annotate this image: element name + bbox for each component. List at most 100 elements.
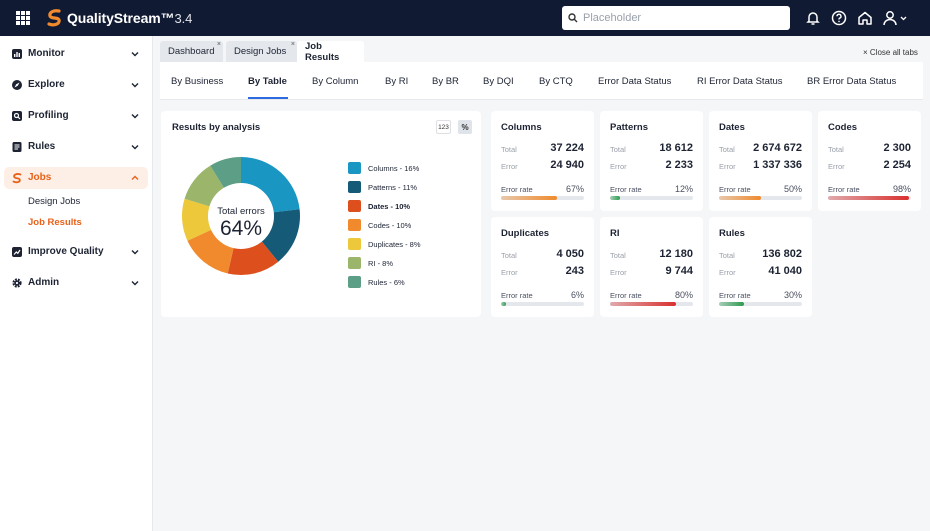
error-label: Error — [501, 268, 518, 277]
donut-slice[interactable] — [184, 165, 224, 207]
stat-card-duplicates[interactable]: Duplicates Total 4 050 Error 243 Error rate 6% — [491, 217, 594, 317]
subtab-by-table[interactable]: By Table — [248, 76, 287, 87]
error-value: 1 337 336 — [753, 159, 802, 171]
error-value: 243 — [565, 265, 584, 277]
chevron-down-icon[interactable] — [130, 142, 140, 152]
sidebar-item-rules[interactable]: Rules — [4, 136, 148, 158]
sidebar-subitem-job-results[interactable]: Job Results — [28, 217, 82, 228]
grid-icon[interactable] — [16, 11, 30, 25]
sidebar-item-jobs[interactable]: Jobs — [4, 167, 148, 189]
legend-swatch — [348, 257, 361, 269]
subtab-by-ri[interactable]: By RI — [385, 76, 409, 87]
subtab-error-data-status[interactable]: Error Data Status — [598, 76, 672, 87]
stat-card-dates[interactable]: Dates Total 2 674 672 Error 1 337 336 Error r… — [709, 111, 812, 211]
donut-slice[interactable] — [187, 229, 234, 274]
donut-slice[interactable] — [210, 157, 241, 188]
tab-design-jobs[interactable]: Design Jobs × — [226, 41, 297, 62]
chevron-down-icon[interactable] — [130, 247, 140, 257]
top-bar: QualityStream™3.4 — [0, 0, 930, 36]
total-label: Total — [828, 145, 844, 154]
search-box[interactable] — [562, 6, 790, 30]
close-all-tabs-button[interactable]: × Close all tabs — [863, 48, 918, 57]
total-value: 4 050 — [556, 248, 584, 260]
total-value: 136 802 — [762, 248, 802, 260]
sidebar-item-admin[interactable]: Admin — [4, 272, 148, 294]
tab-label: Dashboard — [168, 46, 215, 57]
subtab-by-dqi[interactable]: By DQI — [483, 76, 514, 87]
legend-label: Patterns - 11% — [368, 182, 418, 192]
stat-card-rules[interactable]: Rules Total 136 802 Error 41 040 Error rate 30… — [709, 217, 812, 317]
stat-card-title: Dates — [719, 122, 745, 133]
donut-center-value: 64% — [219, 217, 263, 240]
sidebar-item-label: Profiling — [28, 110, 69, 121]
tab-job-results[interactable]: Job Results — [297, 41, 364, 63]
error-label: Error — [610, 268, 627, 277]
error-rate-label: Error rate — [828, 185, 860, 194]
bell-icon[interactable] — [804, 9, 822, 27]
close-all-label: Close all tabs — [869, 48, 918, 57]
chevron-up-icon[interactable] — [130, 173, 140, 183]
brand-title: QualityStream™3.4 — [67, 10, 192, 26]
subtab-ri-error-data-status[interactable]: RI Error Data Status — [697, 76, 783, 87]
chevron-down-icon[interactable] — [130, 278, 140, 288]
legend-swatch — [348, 162, 361, 174]
error-rate-fill — [610, 196, 620, 200]
sidebar-item-improve-quality[interactable]: Improve Quality — [4, 241, 148, 263]
sidebar-item-explore[interactable]: Explore — [4, 74, 148, 96]
subtab-br-error-data-status[interactable]: BR Error Data Status — [807, 76, 897, 87]
stat-card-patterns[interactable]: Patterns Total 18 612 Error 2 233 Error rate 1… — [600, 111, 703, 211]
donut-slice[interactable] — [182, 198, 212, 241]
sidebar-item-profiling[interactable]: Profiling — [4, 105, 148, 127]
error-rate-value: 6% — [570, 290, 584, 300]
user-icon[interactable] — [882, 9, 908, 27]
legend-item[interactable]: Codes - 10% — [348, 218, 411, 232]
subtab-by-ctq[interactable]: By CTQ — [539, 76, 573, 87]
chevron-down-icon[interactable] — [130, 80, 140, 90]
legend-item[interactable]: Dates - 10% — [348, 199, 410, 213]
stat-card-ri[interactable]: RI Total 12 180 Error 9 744 Error rate 80% — [600, 217, 703, 317]
profiling-icon — [12, 111, 22, 121]
error-label: Error — [610, 162, 627, 171]
total-value: 37 224 — [550, 142, 584, 154]
total-value: 12 180 — [659, 248, 693, 260]
total-label: Total — [719, 145, 735, 154]
error-value: 24 940 — [550, 159, 584, 171]
percent-toggle-button[interactable]: % — [458, 120, 472, 134]
error-rate-fill — [501, 302, 506, 306]
stat-card-columns[interactable]: Columns Total 37 224 Error 24 940 Error rate 6… — [491, 111, 594, 211]
stat-card-title: Codes — [828, 122, 858, 133]
sidebar-subitem-design-jobs[interactable]: Design Jobs — [28, 196, 81, 207]
sidebar-item-monitor[interactable]: Monitor — [4, 43, 148, 65]
stat-card-codes[interactable]: Codes Total 2 300 Error 2 254 Error rate 98% — [818, 111, 921, 211]
legend-item[interactable]: Duplicates - 8% — [348, 237, 421, 251]
chevron-down-icon[interactable] — [130, 49, 140, 59]
legend-item[interactable]: Patterns - 11% — [348, 180, 417, 194]
search-input[interactable] — [583, 12, 773, 24]
total-value: 2 300 — [883, 142, 911, 154]
legend-label: Duplicates - 8% — [368, 239, 421, 249]
legend-item[interactable]: Columns - 16% — [348, 161, 419, 175]
help-icon[interactable] — [830, 9, 848, 27]
error-rate-bar — [719, 302, 802, 306]
legend-item[interactable]: Rules - 6% — [348, 275, 405, 289]
donut-slice[interactable] — [261, 209, 300, 262]
chevron-down-icon[interactable] — [130, 111, 140, 121]
subtab-by-business[interactable]: By Business — [171, 76, 224, 87]
error-rate-value: 67% — [565, 184, 584, 194]
brand-name: QualityStream™ — [67, 10, 175, 26]
subtab-by-column[interactable]: By Column — [312, 76, 359, 87]
tab-dashboard[interactable]: Dashboard × — [160, 41, 223, 62]
error-rate-fill — [828, 196, 910, 200]
count-toggle-button[interactable]: 123 — [436, 120, 451, 134]
error-label: Error — [828, 162, 845, 171]
subtab-by-br[interactable]: By BR — [432, 76, 459, 87]
home-icon[interactable] — [856, 9, 874, 27]
donut-slice[interactable] — [227, 241, 279, 275]
close-icon[interactable]: × — [290, 41, 295, 48]
error-rate-label: Error rate — [719, 291, 751, 300]
active-tab-indicator — [248, 97, 288, 99]
error-rate-bar — [501, 302, 584, 306]
donut-slice[interactable] — [241, 157, 300, 213]
close-icon[interactable]: × — [216, 41, 221, 48]
legend-item[interactable]: RI - 8% — [348, 256, 393, 270]
